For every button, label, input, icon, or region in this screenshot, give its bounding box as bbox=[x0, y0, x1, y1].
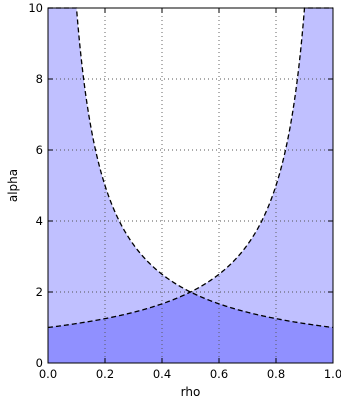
x-axis: 0.0 0.2 0.4 0.6 0.8 1.0 bbox=[39, 8, 341, 381]
series-line-a bbox=[47, 7, 333, 329]
light-region bbox=[48, 8, 333, 363]
x-tick-label: 0.6 bbox=[210, 367, 228, 381]
x-tick-label: 0.2 bbox=[96, 367, 114, 381]
y-tick-label: 8 bbox=[36, 72, 43, 86]
y-tick-label: 0 bbox=[36, 356, 43, 370]
y-axis-label: alpha bbox=[6, 169, 20, 202]
x-tick-label: 0.4 bbox=[153, 367, 171, 381]
y-tick-label: 6 bbox=[36, 143, 43, 157]
y-tick-label: 2 bbox=[36, 285, 43, 299]
y-tick-label: 4 bbox=[36, 214, 43, 228]
series-line-b bbox=[48, 7, 334, 329]
x-tick-label: 0.8 bbox=[267, 367, 285, 381]
x-tick-label: 1.0 bbox=[324, 367, 341, 381]
plot-area bbox=[47, 7, 334, 364]
x-tick-label: 0.0 bbox=[39, 367, 57, 381]
plot-frame bbox=[47, 7, 334, 364]
y-axis: 0 2 4 6 8 10 bbox=[28, 1, 333, 370]
y-tick-label: 10 bbox=[28, 1, 43, 15]
dark-region bbox=[48, 292, 333, 363]
x-axis-label: rho bbox=[181, 385, 201, 399]
